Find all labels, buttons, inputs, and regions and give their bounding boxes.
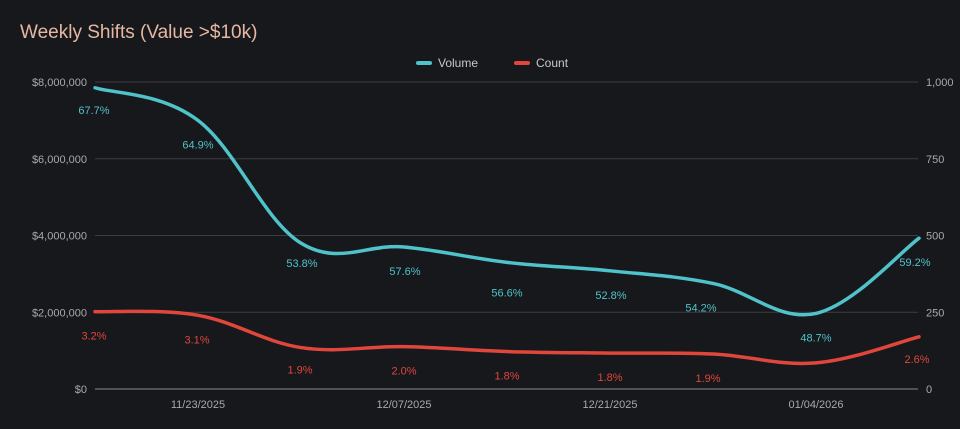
count-data-label: 1.9% (695, 373, 720, 385)
volume-data-label: 54.2% (685, 302, 716, 314)
volume-data-label: 57.6% (389, 266, 420, 278)
count-series-line (93, 309, 921, 366)
legend-label: Count (536, 56, 569, 70)
axes: $0 $2,000,000 $4,000,000 $6,000,000 $8,000,0… (32, 77, 954, 411)
volume-data-label: 67.7% (78, 105, 109, 117)
volume-data-label: 59.2% (899, 257, 930, 269)
legend[interactable]: Volume Count (416, 56, 569, 70)
y-left-tick-label: $0 (75, 384, 87, 396)
count-data-label: 3.2% (81, 331, 106, 343)
x-tick-label: 01/04/2026 (788, 399, 843, 411)
volume-data-label: 56.6% (491, 287, 522, 299)
data-labels: 67.7% 64.9% 53.8% 57.6% 56.6% 52.8% 54.2% 48.7%… (78, 105, 930, 385)
legend-item-count[interactable]: Count (514, 56, 569, 70)
count-data-label: 1.8% (597, 372, 622, 384)
legend-label: Volume (438, 56, 478, 70)
y-right-tick-label: 500 (926, 231, 944, 243)
y-right-tick-label: 1,000 (926, 77, 954, 89)
volume-data-label: 64.9% (182, 139, 213, 151)
volume-data-label: 52.8% (595, 290, 626, 302)
count-data-label: 1.8% (494, 371, 519, 383)
y-left-tick-label: $8,000,000 (32, 77, 87, 89)
x-tick-label: 11/23/2025 (171, 399, 225, 411)
volume-data-label: 48.7% (800, 332, 831, 344)
count-data-label: 2.6% (904, 354, 929, 366)
volume-series-line (93, 86, 921, 317)
y-left-tick-label: $6,000,000 (32, 154, 87, 166)
chart-title: Weekly Shifts (Value >$10k) (20, 22, 257, 43)
x-tick-label: 12/07/2025 (376, 399, 431, 411)
grid-lines (95, 81, 918, 390)
legend-item-volume[interactable]: Volume (416, 56, 478, 70)
y-left-tick-label: $4,000,000 (32, 231, 87, 243)
count-data-label: 2.0% (391, 366, 416, 378)
volume-data-label: 53.8% (286, 258, 317, 270)
count-data-label: 3.1% (184, 334, 209, 346)
series-group (93, 86, 921, 366)
y-right-tick-label: 750 (926, 154, 944, 166)
y-right-tick-label: 0 (926, 384, 932, 396)
y-left-tick-label: $2,000,000 (32, 307, 87, 319)
count-data-label: 1.9% (287, 365, 312, 377)
x-tick-label: 12/21/2025 (582, 399, 637, 411)
y-right-tick-label: 250 (926, 307, 944, 319)
